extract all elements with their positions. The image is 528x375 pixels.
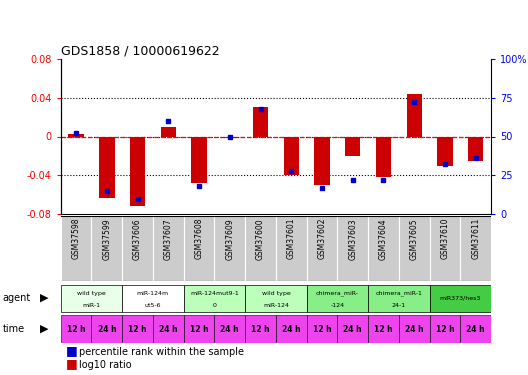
Bar	[61, 315, 91, 343]
Bar	[468, 136, 483, 161]
Text: miR-124mut9-1: miR-124mut9-1	[190, 291, 239, 296]
Bar	[245, 285, 307, 312]
Text: 24 h: 24 h	[159, 324, 177, 333]
Bar	[122, 315, 153, 343]
Text: GSM37605: GSM37605	[410, 218, 419, 259]
Bar	[460, 315, 491, 343]
Bar	[61, 216, 91, 281]
Bar	[437, 136, 452, 166]
Text: 24 h: 24 h	[405, 324, 423, 333]
Text: 24 h: 24 h	[466, 324, 485, 333]
Text: GSM37608: GSM37608	[194, 218, 203, 259]
Text: chimera_miR-1: chimera_miR-1	[375, 291, 422, 296]
Text: 12 h: 12 h	[251, 324, 270, 333]
Bar	[284, 136, 299, 175]
Bar	[184, 216, 214, 281]
Bar	[153, 315, 184, 343]
Text: GSM37607: GSM37607	[164, 218, 173, 259]
Bar	[368, 216, 399, 281]
Text: miR-1: miR-1	[82, 303, 100, 308]
Text: time: time	[3, 324, 25, 334]
Text: GSM37604: GSM37604	[379, 218, 388, 259]
Text: GSM37610: GSM37610	[440, 218, 449, 259]
Bar	[430, 285, 491, 312]
Text: wild type: wild type	[261, 291, 290, 296]
Bar	[399, 315, 430, 343]
Bar	[307, 216, 337, 281]
Text: 12 h: 12 h	[67, 324, 86, 333]
Text: log10 ratio: log10 ratio	[79, 360, 132, 370]
Bar	[69, 134, 84, 136]
Text: 12 h: 12 h	[190, 324, 209, 333]
Bar	[368, 285, 430, 312]
Text: GSM37600: GSM37600	[256, 218, 265, 259]
Bar	[184, 315, 214, 343]
Bar	[99, 136, 115, 198]
Bar	[407, 94, 422, 136]
Bar	[214, 216, 245, 281]
Text: GSM37609: GSM37609	[225, 218, 234, 259]
Text: 24 h: 24 h	[282, 324, 300, 333]
Text: 24 h: 24 h	[343, 324, 362, 333]
Text: -124: -124	[331, 303, 344, 308]
Bar	[153, 216, 184, 281]
Bar	[430, 315, 460, 343]
Bar	[214, 315, 245, 343]
Text: ▶: ▶	[40, 324, 48, 334]
Bar	[122, 216, 153, 281]
Bar	[276, 216, 307, 281]
Text: GDS1858 / 10000619622: GDS1858 / 10000619622	[61, 45, 219, 58]
Bar	[245, 315, 276, 343]
Text: 12 h: 12 h	[436, 324, 454, 333]
Bar	[184, 285, 245, 312]
Text: wild type: wild type	[77, 291, 106, 296]
Bar	[337, 315, 368, 343]
Bar	[345, 136, 361, 156]
Text: ■: ■	[66, 357, 78, 370]
Bar	[91, 216, 122, 281]
Bar	[276, 315, 307, 343]
Text: percentile rank within the sample: percentile rank within the sample	[79, 347, 244, 357]
Text: 24 h: 24 h	[98, 324, 116, 333]
Text: 12 h: 12 h	[374, 324, 393, 333]
Text: miR-124: miR-124	[263, 303, 289, 308]
Bar	[91, 315, 122, 343]
Bar	[399, 216, 430, 281]
Bar	[161, 127, 176, 136]
Text: miR-124m: miR-124m	[137, 291, 169, 296]
Bar	[368, 315, 399, 343]
Text: agent: agent	[3, 293, 31, 303]
Bar	[191, 136, 207, 183]
Text: 24-1: 24-1	[392, 303, 406, 308]
Text: 12 h: 12 h	[128, 324, 147, 333]
Text: ▶: ▶	[40, 293, 48, 303]
Text: chimera_miR-: chimera_miR-	[316, 291, 359, 296]
Bar	[337, 216, 368, 281]
Bar	[460, 216, 491, 281]
Bar	[245, 216, 276, 281]
Bar	[222, 136, 238, 138]
Text: GSM37602: GSM37602	[317, 218, 326, 259]
Text: 12 h: 12 h	[313, 324, 331, 333]
Bar	[61, 285, 122, 312]
Bar	[376, 136, 391, 177]
Text: miR373/hes3: miR373/hes3	[440, 296, 481, 300]
Text: GSM37601: GSM37601	[287, 218, 296, 259]
Text: 0: 0	[212, 303, 216, 308]
Bar	[122, 285, 184, 312]
Bar	[130, 136, 145, 206]
Text: GSM37603: GSM37603	[348, 218, 357, 259]
Bar	[253, 107, 268, 136]
Text: 24 h: 24 h	[221, 324, 239, 333]
Bar	[314, 136, 329, 185]
Text: GSM37606: GSM37606	[133, 218, 142, 259]
Text: ut5-6: ut5-6	[145, 303, 161, 308]
Bar	[430, 216, 460, 281]
Bar	[307, 315, 337, 343]
Text: ■: ■	[66, 344, 78, 357]
Bar	[307, 285, 368, 312]
Text: GSM37598: GSM37598	[72, 218, 81, 259]
Text: GSM37611: GSM37611	[471, 218, 480, 259]
Text: GSM37599: GSM37599	[102, 218, 111, 259]
